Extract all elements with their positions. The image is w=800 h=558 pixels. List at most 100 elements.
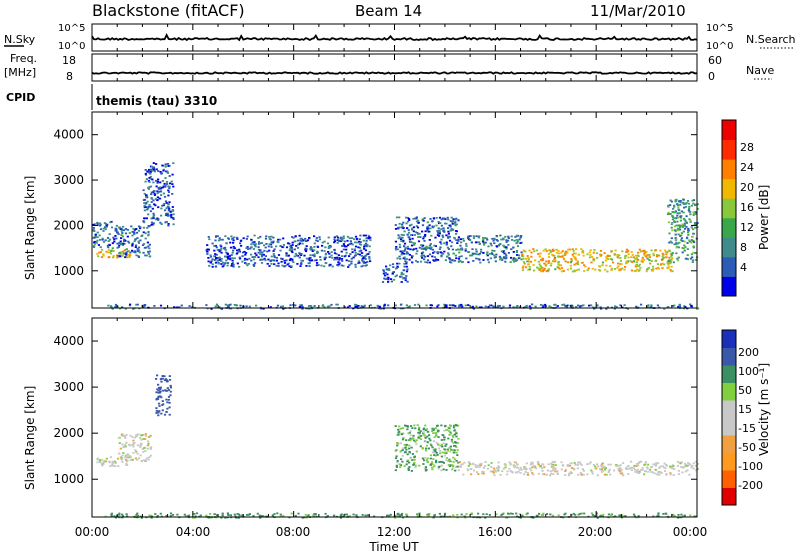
heatmap-cell bbox=[104, 222, 107, 225]
heatmap-cell bbox=[599, 249, 603, 252]
heatmap-cell bbox=[254, 256, 257, 258]
heatmap-cell bbox=[354, 303, 357, 306]
heatmap-cell bbox=[328, 246, 331, 249]
heatmap-cell bbox=[448, 447, 451, 449]
heatmap-cell bbox=[649, 466, 653, 469]
heatmap-cell bbox=[685, 465, 688, 467]
heatmap-cell bbox=[152, 166, 156, 169]
heatmap-cell bbox=[147, 225, 150, 227]
heatmap-cell bbox=[96, 239, 99, 242]
heatmap-cell bbox=[671, 270, 674, 273]
heatmap-cell bbox=[667, 266, 670, 268]
heatmap-cell bbox=[254, 262, 257, 264]
heatmap-cell bbox=[160, 207, 163, 210]
heatmap-cell bbox=[263, 257, 266, 260]
heatmap-cell bbox=[337, 263, 340, 266]
heatmap-cell bbox=[523, 467, 526, 470]
heatmap-cell bbox=[135, 435, 138, 438]
x-tick-label-3: 12:00 bbox=[377, 525, 412, 539]
heatmap-cell bbox=[451, 465, 454, 467]
heatmap-cell bbox=[432, 217, 435, 220]
heatmap-cell bbox=[401, 438, 405, 441]
heatmap-cell bbox=[671, 305, 675, 307]
heatmap-cell bbox=[687, 462, 690, 464]
heatmap-cell bbox=[671, 513, 674, 516]
heatmap-cell bbox=[321, 244, 324, 247]
heatmap-cell bbox=[467, 251, 471, 253]
heatmap-cell bbox=[689, 303, 692, 306]
heatmap-cell bbox=[396, 514, 399, 517]
heatmap-cell bbox=[361, 514, 364, 516]
heatmap-cell bbox=[470, 512, 473, 515]
heatmap-cell bbox=[447, 230, 450, 233]
heatmap-cell bbox=[671, 214, 674, 217]
heatmap-cell bbox=[425, 459, 429, 461]
heatmap-cell bbox=[679, 200, 682, 202]
heatmap-cell bbox=[525, 467, 528, 470]
heatmap-cell bbox=[537, 461, 540, 463]
heatmap-cell bbox=[516, 466, 519, 469]
heatmap-cell bbox=[621, 267, 624, 270]
heatmap-cell bbox=[637, 515, 640, 517]
heatmap-cell bbox=[691, 256, 694, 259]
heatmap-cell bbox=[480, 251, 483, 253]
heatmap-cell bbox=[277, 254, 281, 256]
heatmap-cell bbox=[318, 236, 321, 239]
heatmap-cell bbox=[323, 306, 326, 309]
heatmap-cell bbox=[224, 235, 227, 238]
heatmap-cell bbox=[446, 449, 449, 452]
heatmap-cell bbox=[437, 429, 440, 432]
heatmap-cell bbox=[472, 260, 475, 262]
heatmap-cell bbox=[433, 436, 436, 439]
heatmap-cell bbox=[400, 238, 403, 240]
heatmap-cell bbox=[343, 306, 346, 309]
heatmap-cell bbox=[316, 262, 319, 264]
heatmap-cell bbox=[121, 458, 124, 461]
heatmap-cell bbox=[164, 389, 167, 392]
heatmap-cell bbox=[385, 265, 388, 268]
heatmap-cell bbox=[458, 461, 461, 463]
heatmap-cell bbox=[482, 238, 485, 241]
heatmap-cell bbox=[424, 255, 427, 258]
heatmap-cell bbox=[387, 268, 391, 270]
heatmap-cell bbox=[368, 251, 371, 253]
heatmap-cell bbox=[157, 188, 161, 190]
heatmap-cell bbox=[157, 391, 160, 394]
heatmap-cell bbox=[453, 236, 456, 239]
heatmap-cell bbox=[438, 461, 441, 463]
heatmap-cell bbox=[526, 255, 529, 257]
heatmap-cell bbox=[166, 212, 169, 215]
heatmap-cell bbox=[484, 461, 487, 463]
heatmap-cell bbox=[695, 460, 698, 463]
heatmap-cell bbox=[528, 249, 531, 252]
heatmap-cell bbox=[353, 238, 356, 241]
heatmap-cell bbox=[145, 196, 148, 198]
heatmap-cell bbox=[489, 242, 492, 245]
heatmap-cell bbox=[146, 444, 149, 447]
heatmap-cell bbox=[452, 451, 455, 454]
heatmap-cell bbox=[291, 259, 294, 262]
heatmap-cell bbox=[519, 471, 522, 474]
heatmap-cell bbox=[396, 513, 399, 515]
heatmap-cell bbox=[583, 270, 586, 272]
heatmap-cell bbox=[449, 225, 452, 228]
heatmap-cell bbox=[681, 226, 685, 228]
heatmap-cell bbox=[518, 238, 521, 241]
heatmap-cell bbox=[677, 469, 680, 472]
heatmap-cell bbox=[569, 264, 572, 267]
heatmap-cell bbox=[250, 253, 253, 256]
heatmap-cell bbox=[556, 266, 559, 268]
heatmap-cell bbox=[408, 236, 411, 239]
heatmap-cell bbox=[545, 473, 549, 476]
heatmap-cell bbox=[638, 248, 641, 251]
heatmap-cell bbox=[347, 260, 351, 262]
heatmap-cell bbox=[650, 471, 653, 473]
heatmap-cell bbox=[211, 265, 214, 268]
heatmap-cell bbox=[138, 457, 141, 460]
heatmap-cell bbox=[426, 229, 429, 232]
heatmap-cell bbox=[171, 210, 175, 212]
heatmap-cell bbox=[560, 461, 563, 464]
heatmap-cell bbox=[486, 254, 489, 257]
heatmap-cell bbox=[678, 241, 681, 244]
heatmap-cell bbox=[507, 237, 510, 239]
